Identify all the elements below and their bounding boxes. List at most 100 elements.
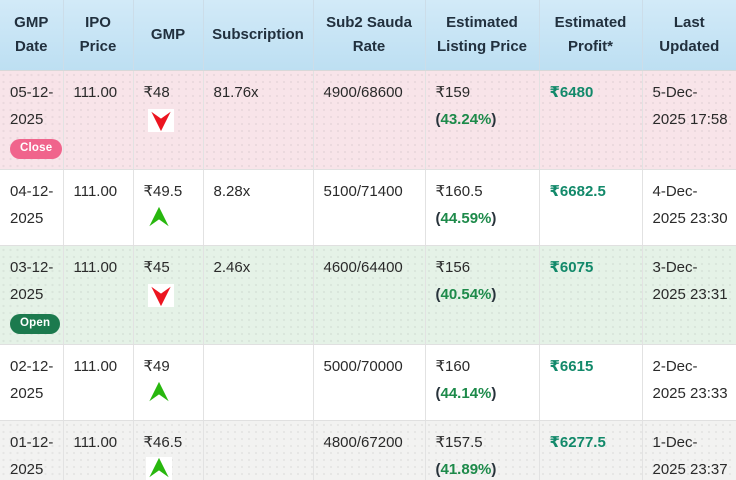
gmp-value: ₹49.5 — [143, 183, 183, 200]
last-updated-cell: 1-Dec-2025 23:37 — [642, 420, 736, 480]
subscription-cell — [203, 344, 314, 421]
column-header-subscription: Subscription — [203, 0, 314, 71]
gmp-value: ₹46.5 — [143, 434, 183, 451]
profit-cell: ₹6615 — [539, 344, 643, 421]
table-row: 05-12-2025 Close 111.00 ₹48 81.76x 4900/… — [0, 70, 736, 170]
sauda-rate-cell: 5100/71400 — [313, 169, 426, 246]
profit-cell: ₹6682.5 — [539, 169, 643, 246]
listing-price-cell: ₹159 (43.24%) — [425, 70, 540, 170]
gmp-date-cell: 04-12-2025 — [0, 169, 64, 246]
profit-value: ₹6615 — [549, 358, 594, 375]
profit-value: ₹6682.5 — [549, 183, 606, 200]
column-header-gmp-date: GMP Date — [0, 0, 64, 71]
column-header-gmp: GMP — [133, 0, 204, 71]
gmp-date: 03-12-2025 — [10, 259, 54, 303]
sauda-rate-cell: 4900/68600 — [313, 70, 426, 170]
subscription-cell: 81.76x — [203, 70, 314, 170]
sauda-rate-value: 4900/68600 — [323, 84, 403, 101]
gmp-date: 02-12-2025 — [10, 358, 54, 402]
subscription-value: 2.46x — [213, 259, 251, 276]
gmp-cell: ₹49.5 — [133, 169, 204, 246]
gmp-value: ₹49 — [143, 358, 170, 375]
gmp-date-cell: 05-12-2025 Close — [0, 70, 64, 170]
gmp-date-cell: 01-12-2025 — [0, 420, 64, 480]
gmp-cell: ₹49 — [133, 344, 204, 421]
ipo-price-cell: 111.00 — [63, 70, 134, 170]
listing-price-cell: ₹157.5 (41.89%) — [425, 420, 540, 480]
gmp-date: 04-12-2025 — [10, 183, 54, 227]
listing-price-cell: ₹160.5 (44.59%) — [425, 169, 540, 246]
status-badge: Close — [10, 139, 62, 159]
last-updated-value: 4-Dec-2025 23:30 — [652, 183, 728, 227]
profit-value: ₹6480 — [549, 84, 594, 101]
status-badge: Open — [10, 314, 61, 334]
gmp-cell: ₹46.5 — [133, 420, 204, 480]
sauda-rate-value: 4800/67200 — [323, 434, 403, 451]
sauda-rate-value: 5100/71400 — [323, 183, 403, 200]
profit-cell: ₹6075 — [539, 245, 643, 345]
listing-price-cell: ₹156 (40.54%) — [425, 245, 540, 345]
table-row: 01-12-2025 111.00 ₹46.5 4800/67200 ₹157.… — [0, 420, 736, 480]
listing-pct: (43.24%) — [435, 111, 497, 128]
ipo-price: 111.00 — [73, 183, 118, 200]
ipo-price-cell: 111.00 — [63, 245, 134, 345]
gmp-date-cell: 03-12-2025 Open — [0, 245, 64, 345]
gmp-date-cell: 02-12-2025 — [0, 344, 64, 421]
arrow-up-icon — [145, 381, 172, 404]
sauda-rate-cell: 4600/64400 — [313, 245, 426, 345]
arrow-up-icon — [145, 206, 172, 229]
column-header-profit: Estimated Profit* — [539, 0, 643, 71]
listing-price: ₹157.5 — [435, 434, 483, 451]
listing-price: ₹159 — [435, 84, 471, 101]
listing-pct: (44.59%) — [435, 210, 497, 227]
listing-pct: (44.14%) — [435, 385, 497, 402]
last-updated-value: 5-Dec-2025 17:58 — [652, 84, 728, 128]
ipo-price: 111.00 — [73, 434, 118, 451]
listing-price-cell: ₹160 (44.14%) — [425, 344, 540, 421]
ipo-price-cell: 111.00 — [63, 169, 134, 246]
subscription-cell: 8.28x — [203, 169, 314, 246]
column-header-listing-price: Estimated Listing Price — [425, 0, 540, 71]
profit-cell: ₹6480 — [539, 70, 643, 170]
gmp-date: 01-12-2025 — [10, 434, 54, 478]
column-header-sauda-rate: Sub2 Sauda Rate — [313, 0, 426, 71]
last-updated-cell: 3-Dec-2025 23:31 — [642, 245, 736, 345]
ipo-price-cell: 111.00 — [63, 344, 134, 421]
listing-price: ₹160 — [435, 358, 471, 375]
listing-pct: (41.89%) — [435, 461, 497, 478]
profit-value: ₹6277.5 — [549, 434, 606, 451]
arrow-up-icon — [145, 457, 172, 480]
last-updated-value: 3-Dec-2025 23:31 — [652, 259, 728, 303]
last-updated-cell: 2-Dec-2025 23:33 — [642, 344, 736, 421]
listing-price: ₹160.5 — [435, 183, 483, 200]
ipo-price: 111.00 — [73, 84, 118, 101]
table-row: 03-12-2025 Open 111.00 ₹45 2.46x 4600/64… — [0, 245, 736, 345]
subscription-cell: 2.46x — [203, 245, 314, 345]
arrow-down-icon — [147, 108, 174, 132]
gmp-value: ₹48 — [143, 84, 170, 101]
ipo-price: 111.00 — [73, 259, 118, 276]
sauda-rate-value: 4600/64400 — [323, 259, 403, 276]
gmp-value: ₹45 — [143, 259, 170, 276]
column-header-ipo-price: IPO Price — [63, 0, 134, 71]
profit-value: ₹6075 — [549, 259, 594, 276]
header-row: GMP Date IPO Price GMP Subscription Sub2… — [0, 0, 736, 71]
gmp-cell: ₹45 — [133, 245, 204, 345]
gmp-date: 05-12-2025 — [10, 84, 54, 128]
sauda-rate-value: 5000/70000 — [323, 358, 403, 375]
listing-price: ₹156 — [435, 259, 471, 276]
last-updated-cell: 5-Dec-2025 17:58 — [642, 70, 736, 170]
profit-cell: ₹6277.5 — [539, 420, 643, 480]
listing-pct: (40.54%) — [435, 286, 497, 303]
last-updated-cell: 4-Dec-2025 23:30 — [642, 169, 736, 246]
column-header-last-updated: Last Updated — [642, 0, 736, 71]
table-row: 04-12-2025 111.00 ₹49.5 8.28x 5100/71400… — [0, 169, 736, 246]
last-updated-value: 1-Dec-2025 23:37 — [652, 434, 728, 478]
ipo-price-cell: 111.00 — [63, 420, 134, 480]
sauda-rate-cell: 5000/70000 — [313, 344, 426, 421]
subscription-value: 81.76x — [213, 84, 259, 101]
table-row: 02-12-2025 111.00 ₹49 5000/70000 ₹160 (4… — [0, 344, 736, 421]
arrow-down-icon — [147, 283, 174, 307]
subscription-cell — [203, 420, 314, 480]
